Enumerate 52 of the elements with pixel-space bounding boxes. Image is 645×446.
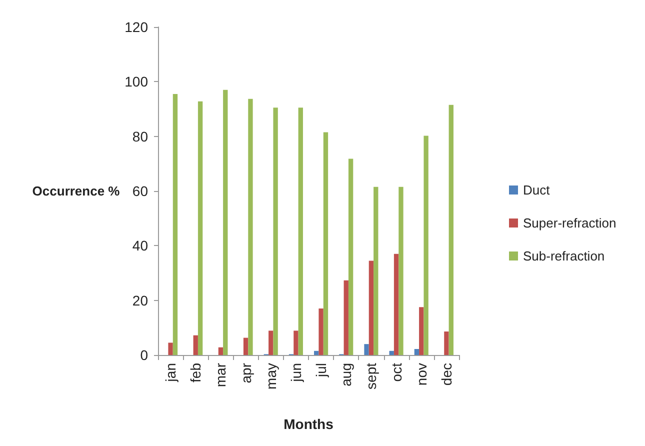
- bar: [294, 330, 298, 355]
- y-tick-label: 20: [132, 292, 148, 308]
- y-tick-label: 60: [132, 183, 148, 199]
- legend-label: Super-refraction: [523, 216, 616, 230]
- x-tick-label: oct: [388, 362, 404, 382]
- bar: [314, 350, 319, 355]
- bar: [248, 98, 253, 355]
- x-tick-label: nov: [413, 363, 430, 386]
- bar: [424, 136, 428, 355]
- bar: [394, 254, 399, 355]
- x-tick-label: mar: [212, 362, 229, 388]
- bar: [318, 308, 324, 355]
- bar: [268, 330, 274, 355]
- bar: [348, 158, 354, 355]
- x-tick-label: aug: [338, 363, 354, 386]
- x-tick-label: jul: [313, 363, 330, 378]
- bar: [243, 338, 248, 355]
- bar: [448, 104, 454, 355]
- x-tick-label: feb: [188, 362, 204, 382]
- bar: [298, 108, 303, 355]
- bar: [444, 331, 449, 355]
- y-axis-title: Occurrence %: [32, 184, 120, 198]
- bar: [419, 307, 424, 355]
- x-tick-label: sept: [363, 362, 380, 390]
- x-tick-label: apr: [238, 362, 254, 384]
- bar: [398, 186, 404, 355]
- y-tick-label: 80: [132, 128, 148, 144]
- bar: [323, 132, 328, 355]
- y-tick-label: 100: [124, 74, 148, 90]
- x-axis-title: Months: [284, 416, 334, 432]
- bar: [374, 186, 378, 355]
- legend-label: Sub-refraction: [523, 248, 605, 264]
- bar: [344, 280, 348, 355]
- bar: [414, 348, 420, 355]
- legend-label: Duct: [523, 182, 550, 198]
- bar: [168, 342, 173, 355]
- x-tick-label: may: [262, 363, 279, 390]
- bar: [273, 108, 278, 355]
- bar: [193, 335, 198, 355]
- y-tick-label: 120: [124, 19, 148, 35]
- x-tick-label: dec: [438, 363, 454, 386]
- bar: [198, 101, 203, 355]
- bar: [223, 90, 228, 355]
- x-tick-label: jun: [288, 363, 304, 383]
- bar: [364, 344, 369, 355]
- y-tick-label: 0: [140, 347, 148, 363]
- bar: [172, 94, 178, 355]
- bar: [389, 350, 394, 355]
- bar: [218, 347, 224, 355]
- x-tick-label: jan: [162, 363, 179, 383]
- bar: [368, 260, 374, 355]
- y-tick-label: 40: [132, 238, 148, 254]
